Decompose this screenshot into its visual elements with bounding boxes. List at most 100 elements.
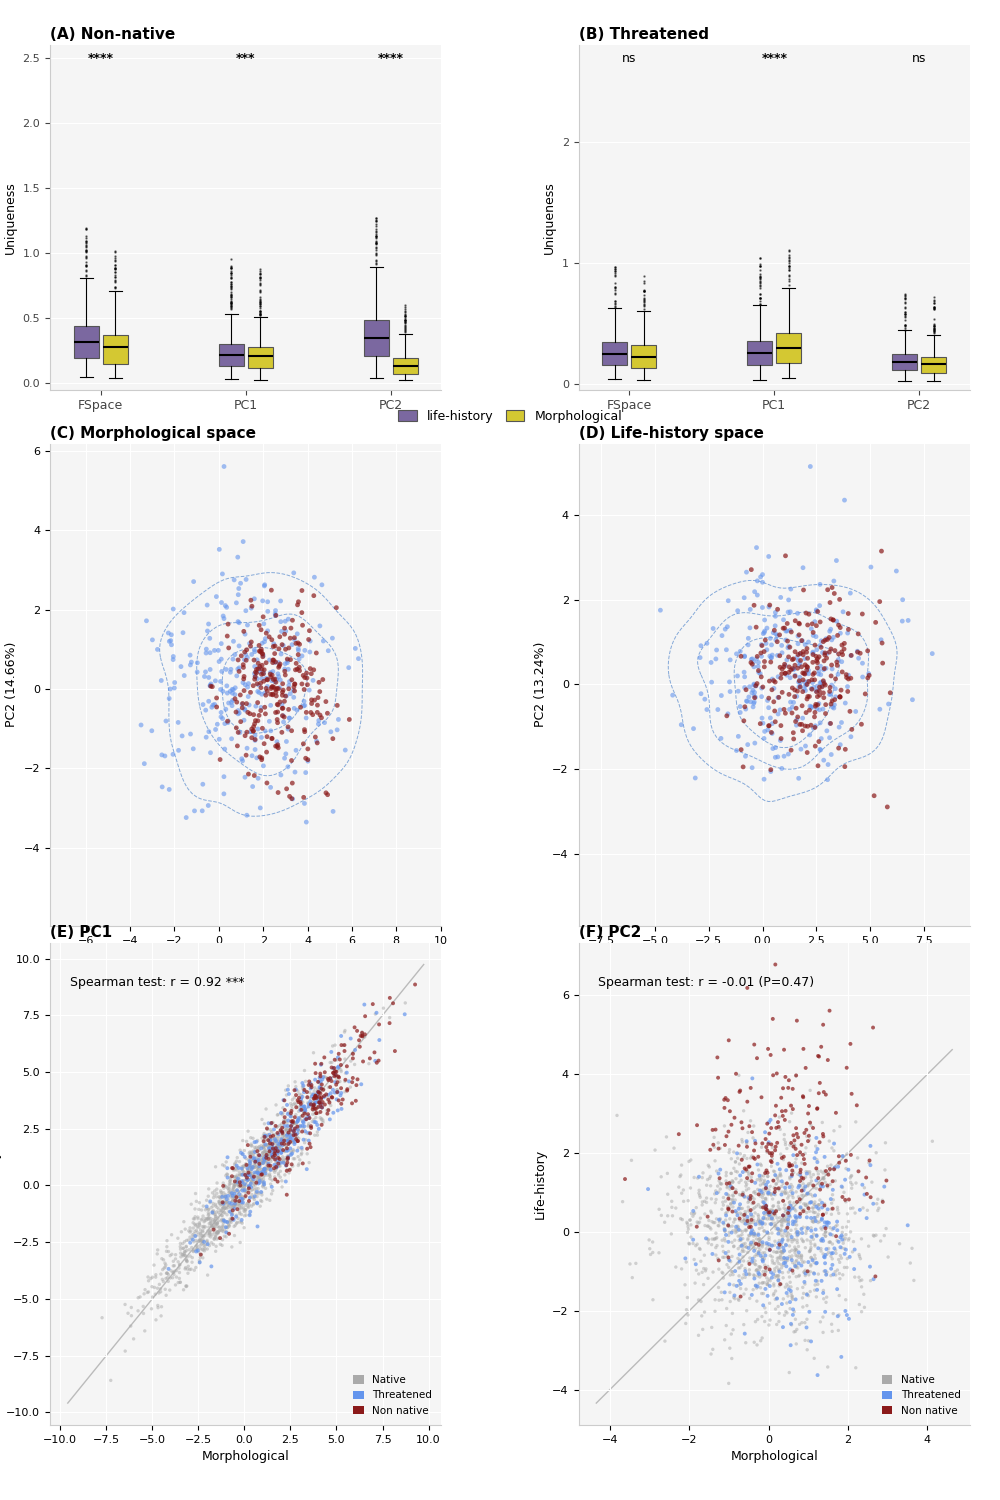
Point <box>242 1200 258 1224</box>
Point <box>728 1149 744 1173</box>
Point <box>760 1221 776 1245</box>
Point <box>177 1244 193 1268</box>
Point <box>252 1194 268 1218</box>
Point <box>267 1132 283 1156</box>
Point <box>281 1082 297 1106</box>
Point <box>785 1227 801 1251</box>
Point <box>228 1192 244 1216</box>
Point <box>179 1274 195 1298</box>
Point <box>675 1178 691 1202</box>
Point <box>231 1156 247 1180</box>
Point <box>755 621 771 645</box>
Point <box>771 1178 787 1202</box>
Point <box>751 1233 767 1257</box>
Point <box>751 1236 767 1260</box>
Point <box>225 1208 241 1231</box>
Point <box>736 1208 752 1231</box>
Point <box>280 1132 296 1156</box>
Point <box>782 1204 798 1228</box>
Point <box>724 1245 740 1269</box>
Point <box>659 1161 675 1185</box>
Point <box>729 1220 745 1244</box>
Point <box>238 1198 254 1222</box>
Point <box>732 1080 748 1104</box>
Point <box>348 1072 364 1096</box>
Point <box>221 1214 237 1237</box>
Point <box>232 1174 248 1198</box>
Point <box>810 600 826 624</box>
Point <box>229 1185 245 1209</box>
Point <box>298 810 314 834</box>
Point <box>240 1180 256 1204</box>
Point <box>227 1188 243 1212</box>
Point <box>247 639 263 663</box>
Point <box>733 645 749 669</box>
Point <box>831 642 847 666</box>
Point <box>806 1251 822 1275</box>
Point <box>763 645 779 669</box>
Point <box>814 1208 830 1231</box>
Point <box>747 1196 763 1219</box>
Point <box>200 1184 216 1208</box>
Point <box>803 1246 819 1270</box>
Point <box>801 684 817 708</box>
Point <box>245 1155 261 1179</box>
Point <box>202 1191 218 1215</box>
Point <box>792 1196 808 1219</box>
Point <box>187 1212 203 1236</box>
Point <box>791 766 807 790</box>
Point <box>817 1300 833 1324</box>
Point <box>263 1137 279 1161</box>
Point <box>274 1131 290 1155</box>
Point <box>228 591 244 615</box>
Point <box>709 1046 725 1070</box>
Point <box>771 1176 787 1200</box>
Point <box>296 1077 312 1101</box>
Point <box>804 1196 820 1219</box>
Point <box>760 1180 776 1204</box>
Point <box>712 1137 728 1161</box>
Point <box>218 1174 234 1198</box>
Point <box>840 675 856 699</box>
Point <box>266 675 282 699</box>
Point <box>259 1142 275 1166</box>
Point <box>711 1208 727 1231</box>
Point <box>250 657 266 681</box>
Point <box>774 662 790 686</box>
Point <box>232 1185 248 1209</box>
Point <box>155 1269 171 1293</box>
Point <box>280 1138 296 1162</box>
Point <box>292 1098 308 1122</box>
Point <box>243 1155 259 1179</box>
Point <box>275 1122 291 1146</box>
Point <box>709 1233 725 1257</box>
Point <box>209 1212 225 1236</box>
Point <box>798 1118 814 1142</box>
Point <box>306 1094 322 1118</box>
Point <box>852 1246 868 1270</box>
Point <box>277 1126 293 1150</box>
Point <box>337 1080 353 1104</box>
Point <box>261 1144 277 1168</box>
Point <box>810 1272 826 1296</box>
Point <box>339 1077 355 1101</box>
Point <box>791 1263 807 1287</box>
Point <box>743 1221 759 1245</box>
Point <box>760 1272 776 1296</box>
Point <box>233 572 249 596</box>
Point <box>289 1122 305 1146</box>
Point <box>755 711 771 735</box>
Point <box>808 1196 824 1219</box>
Point <box>751 1204 767 1228</box>
Point <box>255 754 271 778</box>
Point <box>250 1156 266 1180</box>
Point <box>325 1060 341 1084</box>
Point <box>226 1174 242 1198</box>
Point <box>313 1092 329 1116</box>
Point <box>738 1170 754 1194</box>
Point <box>776 1144 792 1168</box>
Point <box>123 1304 139 1328</box>
Point <box>820 1155 836 1179</box>
Point <box>757 1120 773 1144</box>
Point <box>809 1269 825 1293</box>
